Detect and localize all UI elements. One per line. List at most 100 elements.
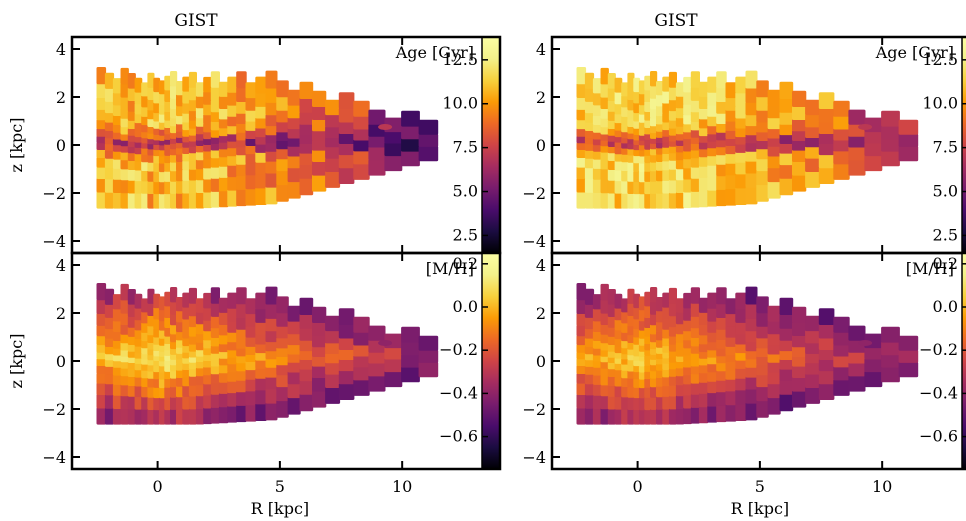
bin — [265, 124, 278, 136]
bin — [147, 148, 155, 156]
bin — [182, 135, 191, 143]
bin — [576, 351, 587, 360]
bin — [707, 307, 718, 322]
bin — [127, 303, 136, 317]
bin — [833, 115, 850, 130]
bin — [134, 160, 143, 171]
bin — [792, 90, 807, 107]
bin — [638, 149, 646, 157]
bin — [236, 175, 247, 190]
bin — [164, 148, 172, 156]
bin — [120, 323, 129, 335]
bin — [255, 161, 267, 175]
bin — [864, 358, 883, 373]
bin — [147, 161, 155, 172]
y-tick-label: −2 — [42, 184, 66, 203]
bin — [707, 292, 718, 309]
bin — [158, 139, 166, 146]
bin — [716, 391, 727, 406]
bin — [182, 351, 191, 359]
bin — [312, 390, 327, 408]
bin — [690, 352, 700, 360]
bin — [725, 162, 737, 176]
bin — [805, 329, 821, 344]
bin — [147, 359, 155, 366]
bin — [644, 377, 652, 388]
bin — [176, 123, 184, 132]
bin — [864, 142, 883, 157]
bin — [147, 143, 155, 150]
bin — [735, 333, 747, 345]
bin — [592, 92, 602, 106]
bin — [644, 192, 652, 209]
bin — [127, 127, 136, 136]
bin — [614, 141, 623, 148]
bin-clump — [858, 124, 873, 130]
bin — [621, 192, 629, 209]
bin — [153, 90, 161, 104]
bin — [633, 370, 641, 380]
bin — [779, 81, 794, 99]
bin — [584, 316, 595, 330]
bin — [650, 313, 658, 326]
colorbar-tick-label: −0.6 — [439, 427, 478, 446]
y-tick-label: 4 — [536, 256, 546, 275]
bin — [312, 118, 327, 132]
bin — [668, 408, 677, 425]
bin — [299, 123, 314, 136]
bin — [735, 389, 747, 405]
bin — [158, 309, 166, 322]
bin — [195, 117, 205, 127]
bin — [227, 133, 238, 142]
bin — [576, 335, 587, 346]
bin — [299, 339, 314, 352]
bin — [698, 95, 709, 109]
bin — [134, 113, 143, 124]
bin — [188, 326, 197, 337]
bin — [627, 334, 635, 343]
bin — [600, 355, 609, 363]
bin — [104, 100, 115, 114]
bin — [614, 395, 623, 410]
bin — [368, 351, 386, 364]
bin — [325, 329, 341, 344]
bin — [120, 96, 129, 109]
bin — [707, 189, 718, 207]
bin — [656, 363, 664, 371]
bin — [698, 190, 709, 208]
bin — [104, 303, 115, 318]
bin — [638, 93, 646, 106]
bin — [614, 337, 623, 347]
bin — [833, 355, 850, 368]
bin — [127, 134, 136, 142]
bin — [707, 371, 718, 382]
bin — [707, 320, 718, 333]
bin — [576, 177, 587, 193]
bin — [218, 323, 229, 336]
bin — [210, 336, 220, 347]
bin — [353, 355, 370, 368]
bin — [96, 299, 107, 314]
bin — [325, 315, 341, 332]
bin — [141, 95, 149, 108]
bin — [96, 382, 107, 395]
bin — [227, 391, 238, 407]
bin — [104, 345, 115, 355]
bin — [227, 76, 238, 93]
bin — [614, 77, 623, 93]
bin — [287, 343, 301, 355]
bin — [650, 117, 658, 127]
bin — [210, 315, 220, 329]
bin — [236, 347, 247, 357]
bin — [120, 375, 129, 386]
bin — [662, 112, 671, 123]
bin — [644, 354, 652, 361]
bin — [195, 311, 205, 325]
bin — [236, 361, 247, 372]
bin — [607, 326, 616, 337]
bin — [779, 133, 794, 144]
bin — [716, 338, 727, 349]
bin — [656, 321, 664, 333]
bin — [112, 144, 122, 152]
